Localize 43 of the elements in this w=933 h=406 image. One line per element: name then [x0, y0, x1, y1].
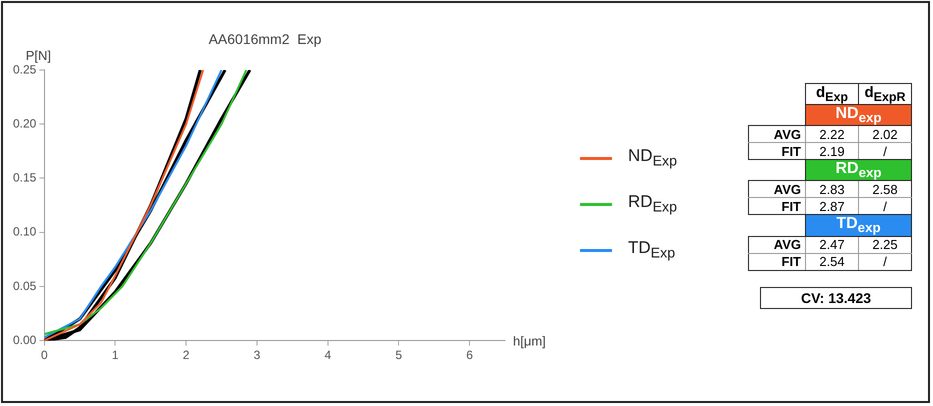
text: 2.54 — [806, 253, 858, 270]
text: / — [858, 142, 912, 160]
text: 2.19 — [806, 142, 858, 160]
text: FIT — [748, 198, 806, 215]
x-axis-title: h[μm] — [513, 334, 546, 349]
x-tick-label: 1 — [112, 348, 119, 362]
y-axis-title: P[N] — [26, 48, 52, 63]
x-tick-label: 3 — [254, 348, 261, 362]
text: AVG — [748, 236, 806, 254]
text: 2.47 — [806, 236, 858, 254]
text: d$_{Exp}$ — [806, 84, 858, 104]
x-tick-label: 4 — [324, 348, 332, 362]
x-tick-label: 2 — [182, 348, 190, 362]
y-tick-label: 0.25 — [12, 62, 37, 76]
text: TD$_{exp}$ — [806, 214, 912, 236]
legend-label: TD$_{Exp}$ — [628, 238, 676, 262]
text: 2.02 — [858, 126, 912, 143]
text: 2.83 — [806, 180, 858, 198]
x-tick-label: 0 — [41, 348, 48, 362]
y-tick-label: 0.10 — [12, 224, 37, 239]
text: ND$_{exp}$ — [806, 104, 912, 126]
text: AVG — [748, 180, 806, 198]
y-tick-label: 0.15 — [12, 170, 37, 185]
legend-label: ND$_{Exp}$ — [628, 146, 677, 170]
y-tick-label: 0.05 — [12, 278, 37, 293]
x-tick-label: 6 — [466, 348, 474, 362]
legend-label: RD$_{Exp}$ — [628, 192, 677, 216]
text: 2.87 — [806, 198, 858, 215]
text: RD$_{exp}$ — [806, 160, 912, 181]
y-tick-label: 0.20 — [12, 116, 37, 130]
text: CV: 13.423 — [760, 286, 912, 309]
text: FIT — [748, 253, 806, 270]
text: AVG — [748, 126, 806, 143]
text: 2.22 — [806, 126, 858, 143]
text: d$_{ExpR}$ — [858, 84, 912, 104]
text: / — [858, 198, 912, 215]
y-tick-label: 0.00 — [12, 332, 37, 347]
text: FIT — [748, 142, 806, 160]
text: 2.58 — [858, 180, 912, 198]
x-tick-label: 5 — [395, 348, 402, 362]
chart-title: AA6016mm2 Exp — [208, 31, 322, 47]
text: 2.25 — [858, 236, 912, 254]
text: / — [858, 253, 912, 270]
